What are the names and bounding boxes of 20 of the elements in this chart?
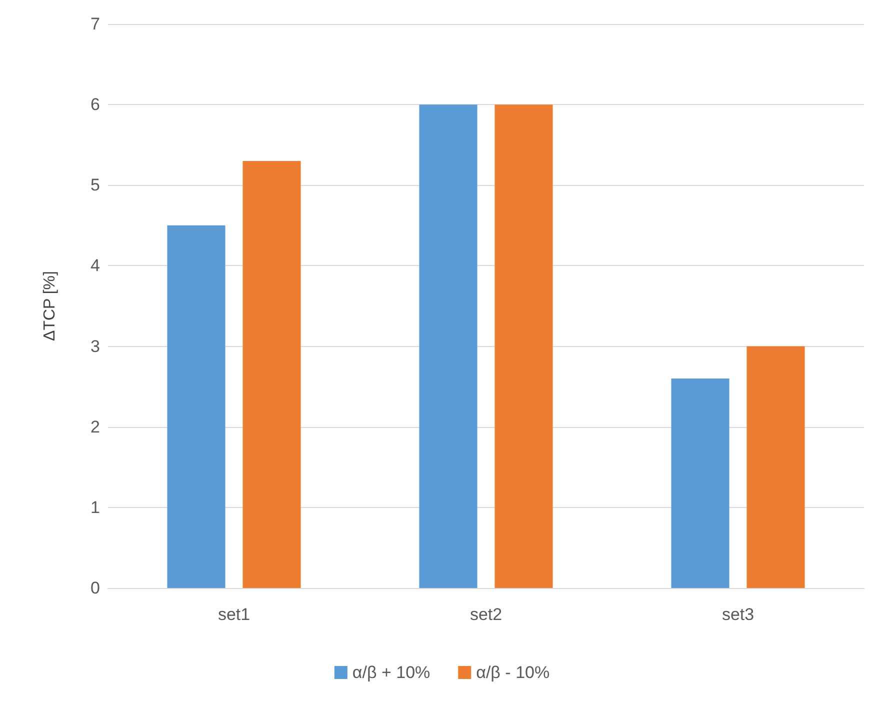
- y-axis-title: ΔTCP [%]: [42, 271, 58, 341]
- bar: [419, 104, 478, 588]
- y-tick-label: 0: [90, 578, 100, 598]
- legend-label: α/β - 10%: [476, 663, 550, 682]
- y-tick-label: 7: [90, 14, 100, 34]
- bar: [671, 378, 730, 588]
- x-tick-label: set2: [470, 605, 502, 624]
- y-tick-label: 1: [90, 498, 100, 517]
- y-tick-label: 5: [90, 176, 100, 195]
- bar: [242, 160, 301, 588]
- bar: [167, 225, 226, 588]
- bar: [746, 346, 805, 588]
- y-tick-label: 2: [90, 417, 100, 436]
- x-tick-label: set1: [218, 605, 250, 624]
- legend-label: α/β + 10%: [352, 663, 430, 682]
- y-tick-label: 6: [90, 95, 100, 114]
- x-tick-label: set3: [722, 605, 754, 624]
- bar: [494, 104, 553, 588]
- y-tick-label: 3: [90, 336, 100, 356]
- y-tick-label: 4: [90, 256, 100, 276]
